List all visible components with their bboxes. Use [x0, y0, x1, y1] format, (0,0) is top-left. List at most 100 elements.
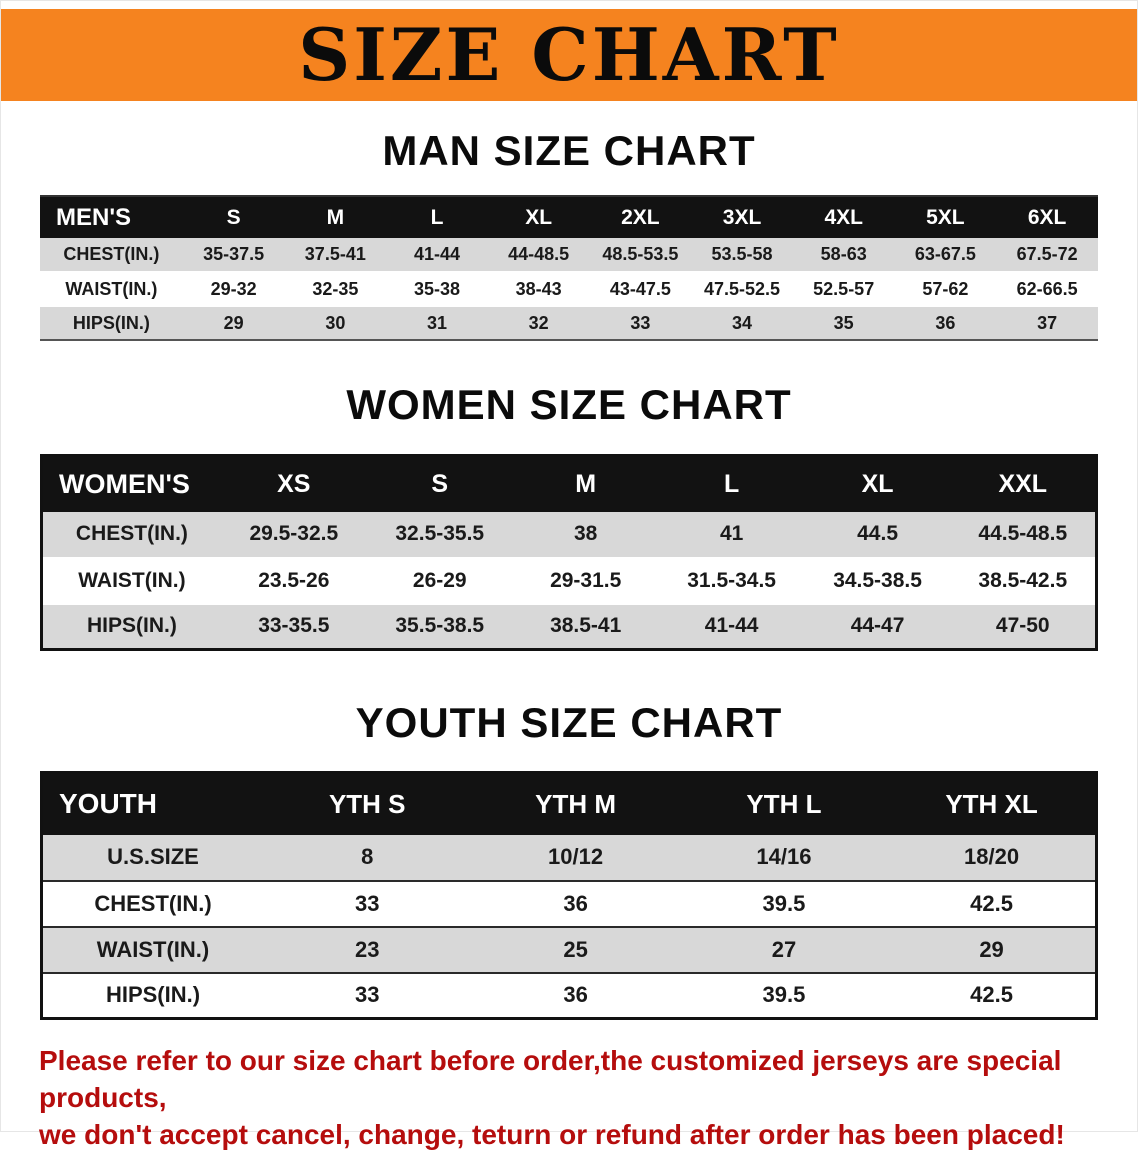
size-column-header: M — [575, 469, 597, 498]
measurement-value: 36 — [894, 305, 997, 340]
measurement-value: 23 — [263, 925, 472, 973]
measurement-value: 37 — [996, 305, 1098, 340]
measurement-label: U.S.SIZE — [107, 844, 199, 869]
table-row: CHEST(IN.) 29.5-32.5 32.5-35.5 38 41 44.5 44.5… — [41, 511, 1097, 558]
measurement-value: 29 — [182, 305, 285, 340]
measurement-value: 29-31.5 — [512, 556, 659, 604]
table-row: CHEST(IN.) 35-37.5 37.5-41 41-44 44-48.5 48.5… — [40, 238, 1098, 272]
size-column-header: YTH S — [328, 788, 406, 819]
size-column-header: M — [326, 205, 345, 229]
measurement-value: 33-35.5 — [220, 602, 367, 650]
measurement-value: 8 — [361, 844, 374, 869]
measurement-value: 63-67.5 — [914, 244, 976, 264]
banner: SIZE CHART — [1, 9, 1137, 101]
measurement-value: 38 — [574, 522, 598, 545]
disclaimer-line-2: we don't accept cancel, change, teturn o… — [39, 1119, 1065, 1151]
measurement-label: HIPS(IN.) — [41, 971, 264, 1019]
table-header-row: MEN'S S M L XL 2XL 3XL 4XL 5XL 6XL — [40, 196, 1098, 238]
measurement-value: 32-35 — [284, 271, 387, 306]
table-row: CHEST(IN.) 33 36 39.5 42.5 — [41, 879, 1097, 927]
women-size-section: WOMEN SIZE CHART WOMEN'S XS S M L XL XXL CHEST(… — [1, 381, 1137, 651]
measurement-label: CHEST(IN.) — [63, 244, 160, 264]
measurement-value: 31 — [386, 305, 488, 340]
measurement-value: 33 — [263, 879, 472, 927]
size-column-header: XL — [861, 469, 894, 498]
size-column-header: 6XL — [1027, 205, 1067, 229]
measurement-value: 33 — [263, 971, 472, 1019]
measurement-value: 44.5 — [857, 522, 898, 545]
measurement-value: 34.5-38.5 — [804, 556, 951, 604]
measurement-value: 18/20 — [964, 844, 1020, 869]
measurement-label: HIPS(IN.) — [40, 305, 183, 340]
measurement-value: 62-66.5 — [996, 271, 1098, 306]
table-row: WAIST(IN.) 23 25 27 29 — [41, 925, 1097, 973]
measurement-value: 52.5-57 — [792, 271, 895, 306]
measurement-value: 36 — [471, 879, 680, 927]
measurement-value: 33 — [589, 305, 692, 340]
measurement-value: 41 — [719, 522, 744, 545]
men-size-table: MEN'S S M L XL 2XL 3XL 4XL 5XL 6XL CHEST(IN.) 35-37… — [40, 195, 1098, 341]
measurement-value: 41-44 — [658, 602, 805, 650]
size-column-header: YTH M — [535, 788, 617, 819]
measurement-value: 23.5-26 — [220, 556, 367, 604]
disclaimer-line-1: Please refer to our size chart before or… — [39, 1045, 1062, 1114]
measurement-value: 43-47.5 — [589, 271, 692, 306]
measurement-value: 25 — [471, 925, 680, 973]
youth-section-heading: YOUTH SIZE CHART — [355, 699, 783, 746]
measurement-label: WAIST(IN.) — [41, 925, 264, 973]
women-size-table: WOMEN'S XS S M L XL XXL CHEST(IN.) 29.5-32.5 32.5… — [40, 454, 1098, 651]
measurement-value: 27 — [679, 925, 889, 973]
measurement-value: 53.5-58 — [711, 244, 773, 264]
size-column-header: 5XL — [926, 205, 965, 229]
size-column-header: XL — [525, 205, 553, 229]
measurement-label: HIPS(IN.) — [41, 602, 221, 650]
measurement-value: 32 — [487, 305, 590, 340]
measurement-value: 29-32 — [182, 271, 285, 306]
table-row: HIPS(IN.) 29 30 31 32 33 34 35 36 37 — [40, 305, 1098, 340]
measurement-value: 41-44 — [413, 244, 461, 264]
measurement-label: CHEST(IN.) — [41, 879, 264, 927]
measurement-value: 35 — [792, 305, 895, 340]
table-corner-header: YOUTH — [59, 788, 157, 820]
youth-size-section: YOUTH SIZE CHART YOUTH YTH S YTH M YTH L YTH… — [1, 699, 1137, 1020]
measurement-value: 35.5-38.5 — [366, 602, 513, 650]
measurement-value: 35-37.5 — [203, 244, 265, 264]
measurement-value: 38-43 — [487, 271, 590, 306]
measurement-value: 32.5-35.5 — [395, 522, 485, 545]
measurement-value: 39.5 — [679, 879, 889, 927]
youth-size-table: YOUTH YTH S YTH M YTH L YTH XL U.S.SIZE 8 10/12… — [40, 771, 1098, 1020]
measurement-value: 34 — [691, 305, 793, 340]
measurement-value: 26-29 — [366, 556, 513, 604]
men-section-heading: MAN SIZE CHART — [382, 127, 756, 174]
measurement-value: 37.5-41 — [304, 244, 366, 264]
size-column-header: YTH L — [746, 788, 822, 819]
measurement-value: 10/12 — [548, 844, 604, 869]
size-column-header: L — [430, 205, 444, 229]
measurement-value: 14/16 — [756, 844, 812, 869]
measurement-label: WAIST(IN.) — [40, 271, 183, 306]
men-size-section: MAN SIZE CHART MEN'S S M L XL 2XL 3XL 4XL 5XL 6XL… — [1, 127, 1137, 341]
measurement-value: 47.5-52.5 — [691, 271, 793, 306]
table-row: WAIST(IN.) 23.5-26 26-29 29-31.5 31.5-34.5 34… — [41, 556, 1097, 604]
table-row: WAIST(IN.) 29-32 32-35 35-38 38-43 43-47.5 47.… — [40, 271, 1098, 306]
table-corner-header: MEN'S — [56, 203, 132, 231]
measurement-value: 38.5-42.5 — [950, 556, 1097, 604]
size-chart-page: SIZE CHART MAN SIZE CHART MEN'S S M L XL 2XL 3… — [1, 9, 1137, 1154]
size-column-header: S — [226, 205, 241, 229]
measurement-value: 29.5-32.5 — [249, 522, 339, 545]
size-column-header: 4XL — [824, 205, 863, 229]
measurement-value: 44.5-48.5 — [978, 522, 1068, 545]
measurement-label: CHEST(IN.) — [75, 522, 188, 545]
size-column-header: S — [431, 469, 449, 498]
table-row: U.S.SIZE 8 10/12 14/16 18/20 — [41, 834, 1097, 881]
size-column-header: 2XL — [621, 205, 660, 229]
disclaimer: Please refer to our size chart before or… — [39, 1042, 1099, 1154]
measurement-value: 42.5 — [888, 971, 1097, 1019]
measurement-value: 67.5-72 — [1016, 244, 1078, 264]
size-column-header: XXL — [998, 469, 1048, 498]
table-header-row: WOMEN'S XS S M L XL XXL — [41, 455, 1097, 512]
measurement-value: 31.5-34.5 — [658, 556, 805, 604]
women-section-heading: WOMEN SIZE CHART — [346, 381, 792, 428]
measurement-value: 35-38 — [386, 271, 488, 306]
measurement-value: 39.5 — [679, 971, 889, 1019]
